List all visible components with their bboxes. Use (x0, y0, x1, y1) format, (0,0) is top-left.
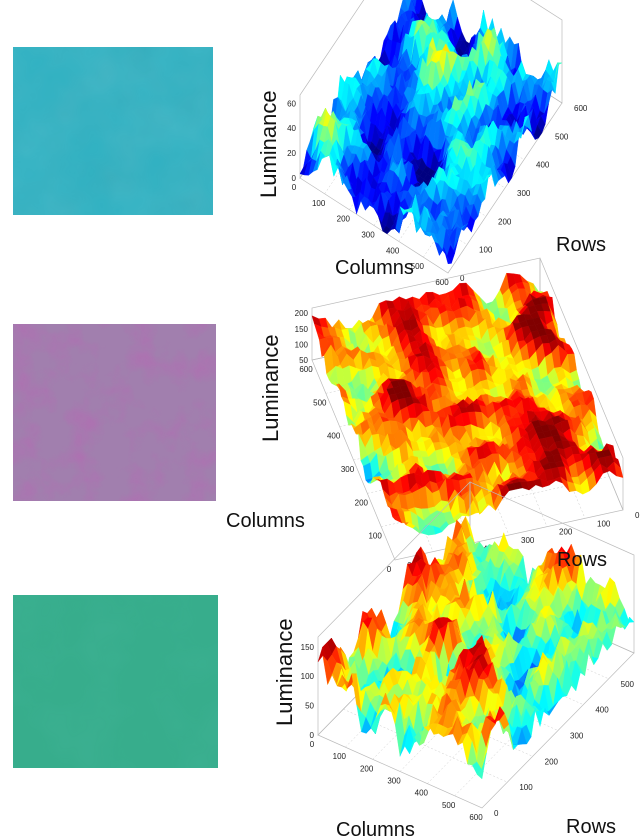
column-tick-label: 500 (411, 262, 425, 271)
row-tick-label: 400 (595, 706, 609, 715)
z-tick-label: 100 (295, 340, 309, 349)
sample-3-image (13, 595, 218, 768)
z-tick-label: 0 (310, 731, 315, 740)
column-tick-label: 200 (337, 215, 351, 224)
surface-mesh (311, 272, 624, 536)
plot-2-ylabel: Rows (557, 549, 607, 571)
column-tick-label: 300 (361, 231, 375, 240)
row-tick-label: 400 (536, 161, 550, 170)
sample-2-image (13, 324, 216, 501)
z-tick-label: 50 (305, 702, 314, 711)
row-tick-label: 100 (479, 246, 493, 255)
z-tick-label: 100 (301, 672, 315, 681)
column-tick-label: 600 (469, 813, 483, 822)
surface-plot-2: 5010015020060050040030020010006005004003… (295, 257, 640, 574)
plot-3-zlabel: Luminance (272, 618, 297, 726)
column-tick-label: 100 (312, 199, 326, 208)
plot-1-zlabel: Luminance (256, 90, 281, 198)
row-tick-label: 300 (570, 732, 584, 741)
column-tick-label: 400 (415, 789, 429, 798)
z-tick-label: 0 (292, 174, 297, 183)
row-tick-label: 500 (621, 680, 635, 689)
z-tick-label: 150 (301, 643, 315, 652)
row-tick-label: 300 (517, 189, 531, 198)
column-tick-label: 600 (299, 365, 313, 374)
column-tick-label: 0 (292, 183, 297, 192)
column-tick-label: 300 (387, 777, 401, 786)
column-tick-label: 400 (327, 432, 341, 441)
plot-1-ylabel: Rows (556, 234, 606, 256)
surface-cell (443, 247, 452, 265)
column-tick-label: 200 (360, 764, 374, 773)
column-tick-label: 400 (386, 246, 400, 255)
surface-mesh (299, 0, 563, 265)
column-tick-label: 500 (313, 398, 327, 407)
row-tick-label: 200 (559, 528, 573, 537)
column-tick-label: 100 (333, 752, 347, 761)
surface-cell (476, 752, 487, 780)
surface-mesh (317, 515, 635, 780)
row-tick-label: 500 (555, 132, 569, 141)
row-tick-label: 200 (545, 757, 559, 766)
row-tick-label: 0 (494, 809, 499, 818)
column-tick-label: 0 (310, 740, 315, 749)
z-tick-label: 60 (287, 99, 296, 108)
column-tick-label: 200 (355, 498, 369, 507)
column-tick-label: 100 (368, 532, 382, 541)
z-tick-label: 40 (287, 124, 296, 133)
row-tick-label: 300 (521, 536, 535, 545)
plot-2-zlabel: Luminance (258, 334, 283, 442)
plot-2-xlabel: Columns (226, 510, 305, 532)
row-tick-label: 0 (460, 274, 465, 283)
z-tick-label: 20 (287, 149, 296, 158)
row-tick-label: 200 (498, 217, 512, 226)
z-tick-label: 50 (299, 356, 308, 365)
row-tick-label: 600 (574, 104, 588, 113)
row-tick-label: 0 (635, 511, 640, 520)
column-tick-label: 0 (387, 565, 392, 574)
z-tick-label: 200 (295, 309, 309, 318)
row-tick-label: 100 (597, 519, 611, 528)
z-tick-label: 150 (295, 325, 309, 334)
row-tick-label: 100 (519, 783, 533, 792)
column-tick-label: 300 (341, 465, 355, 474)
plot-3-ylabel: Rows (566, 816, 616, 838)
column-tick-label: 500 (442, 801, 456, 810)
plot-3-xlabel: Columns (336, 819, 415, 840)
surface-plot-3: 0 50 100 150 0 100 200 300 400 500 600 0 100 200 300 40… (301, 481, 635, 822)
plot-1-xlabel: Columns (335, 257, 414, 279)
sample-1-image (13, 47, 213, 215)
surface-cell (392, 516, 403, 524)
column-tick-label: 600 (435, 278, 449, 287)
